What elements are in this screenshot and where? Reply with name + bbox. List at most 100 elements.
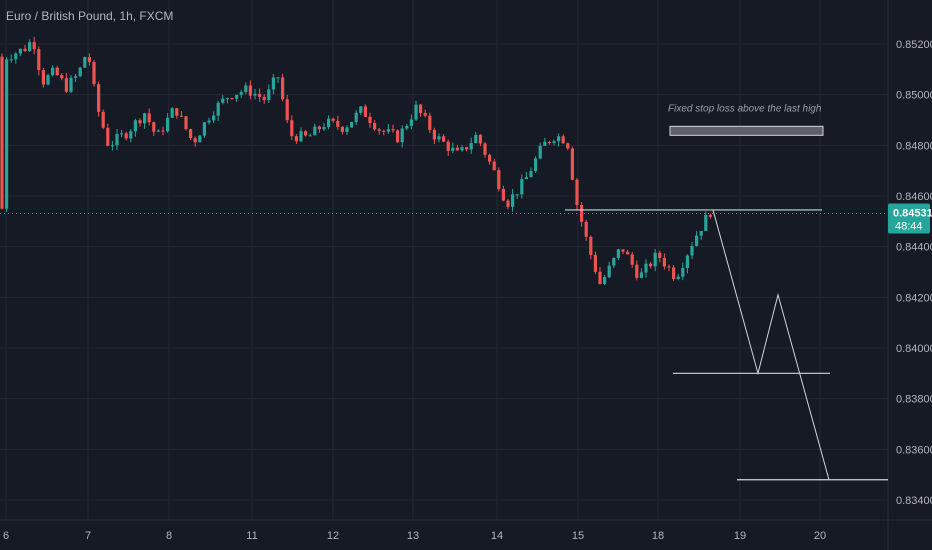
candle-body <box>423 112 427 116</box>
candle-body <box>202 122 206 136</box>
candle-body <box>78 67 82 77</box>
candle-body <box>419 104 423 113</box>
candle-body <box>83 57 87 68</box>
last-price-label: 0.84531 <box>893 207 932 219</box>
candle-body <box>685 255 689 269</box>
candle-body <box>170 108 174 118</box>
candle-body <box>635 264 639 278</box>
candle-body <box>87 57 91 63</box>
candle-body <box>626 251 630 255</box>
x-tick-label: 11 <box>246 530 257 542</box>
x-tick-label: 8 <box>166 530 172 542</box>
candle-body <box>446 141 450 151</box>
candle-body <box>488 154 492 162</box>
candle-body <box>258 93 262 97</box>
candle-body <box>225 98 229 100</box>
x-tick-label: 12 <box>327 530 339 542</box>
candle-body <box>41 70 45 85</box>
candle-body <box>451 147 455 151</box>
x-tick-label: 14 <box>491 530 503 542</box>
candle-body <box>469 143 473 150</box>
candle-body <box>0 56 4 209</box>
candle-body <box>580 204 584 222</box>
candle-body <box>676 276 680 279</box>
projection-path[interactable] <box>712 209 830 480</box>
candle-body <box>60 75 64 79</box>
candle-body <box>304 131 308 136</box>
candle-body <box>460 147 464 151</box>
candle-body <box>23 48 27 52</box>
candle-body <box>649 263 653 267</box>
candle-body <box>658 252 662 258</box>
candle-body <box>313 126 317 136</box>
candle-body <box>331 118 335 121</box>
candle-body <box>101 111 105 128</box>
candle-body <box>18 48 22 54</box>
candle-body <box>589 236 593 255</box>
candle-body <box>598 271 602 284</box>
candle-body <box>373 123 377 130</box>
candle-body <box>561 136 565 144</box>
candle-body <box>644 263 648 273</box>
candle-body <box>74 76 78 78</box>
stop-loss-box[interactable] <box>669 125 824 136</box>
candle-body <box>382 130 386 132</box>
candle-body <box>515 194 519 196</box>
candle-body <box>359 106 363 113</box>
candle-body <box>529 171 533 178</box>
candle-body <box>437 136 441 140</box>
candle-body <box>672 267 676 279</box>
candle-body <box>138 120 142 124</box>
y-tick-label: 0.83400 <box>896 495 932 507</box>
candle-body <box>110 145 114 147</box>
candle-body <box>253 93 257 96</box>
candle-body <box>704 214 708 231</box>
candle-body <box>653 252 657 267</box>
candle-body <box>501 189 505 201</box>
candle-body <box>179 115 183 117</box>
candle-body <box>299 131 303 142</box>
candle-body <box>147 113 151 123</box>
y-tick-label: 0.83600 <box>896 444 932 456</box>
candle-body <box>262 96 266 100</box>
candle-body <box>524 177 528 180</box>
candle-body <box>221 98 225 103</box>
candle-body <box>198 135 202 143</box>
candle-body <box>432 129 436 140</box>
candle-body <box>28 42 32 52</box>
candle-body <box>37 49 41 71</box>
candle-body <box>345 127 349 132</box>
candle-body <box>189 129 193 139</box>
candle-body <box>414 104 418 120</box>
candle-body <box>235 94 239 99</box>
candle-body <box>584 221 588 237</box>
candle-body <box>239 92 243 95</box>
candle-body <box>667 266 671 268</box>
y-tick-label: 0.84400 <box>896 242 932 254</box>
x-tick-label: 6 <box>3 530 9 542</box>
candle-body <box>570 148 574 180</box>
candle-body <box>166 117 170 132</box>
candle-body <box>64 78 68 92</box>
candle-body <box>175 108 179 116</box>
candle-body <box>405 125 409 129</box>
candle-body <box>294 136 298 142</box>
candle-body <box>409 119 413 126</box>
candle-body <box>547 141 551 143</box>
candle-body <box>520 179 524 195</box>
x-tick-label: 7 <box>85 530 91 542</box>
candle-body <box>350 122 354 128</box>
candle-body <box>603 277 607 284</box>
candle-body <box>212 115 216 121</box>
candle-body <box>133 120 137 132</box>
y-tick-label: 0.85200 <box>896 39 932 51</box>
x-tick-label: 20 <box>814 530 826 542</box>
candle-body <box>552 141 556 143</box>
candle-body <box>566 143 570 149</box>
x-tick-label: 18 <box>652 530 664 542</box>
candle-body <box>575 179 579 205</box>
candle-body <box>607 265 611 278</box>
